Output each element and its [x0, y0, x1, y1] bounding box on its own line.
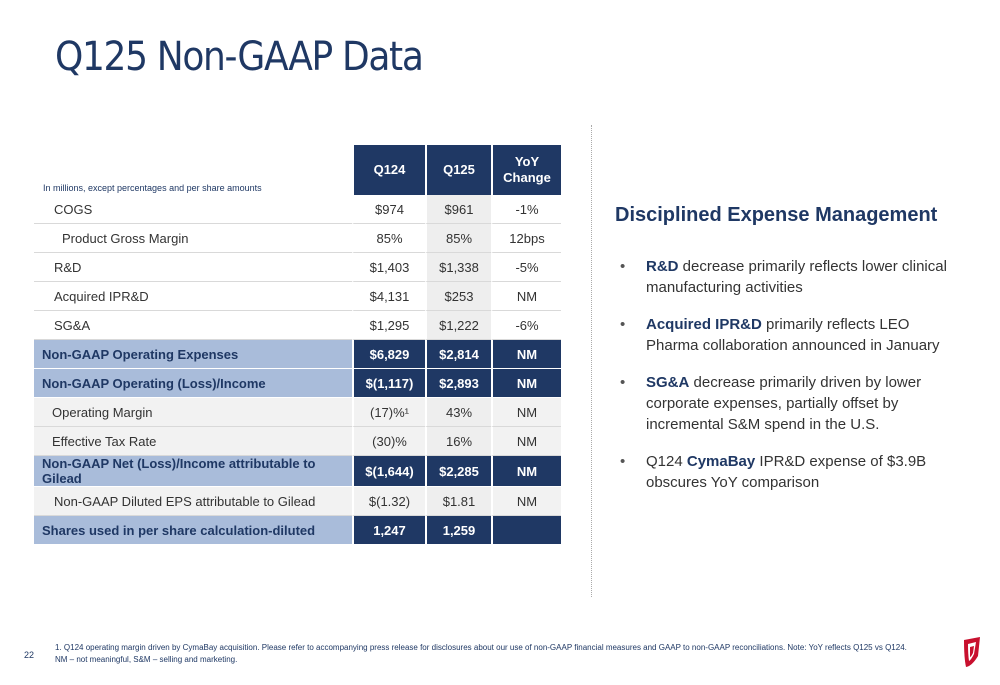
cell-q124: 1,247 [352, 516, 425, 545]
cell-q124: $6,829 [352, 340, 425, 369]
table-row-highlight: Non-GAAP Operating Expenses $6,829 $2,81… [34, 340, 561, 369]
footnote: 1. Q124 operating margin driven by CymaB… [55, 642, 955, 666]
header-q125: Q125 [425, 145, 491, 195]
table-row: SG&A $1,295 $1,222 -6% [34, 311, 561, 340]
header-yoy: YoY Change [491, 145, 561, 195]
row-label: Operating Margin [34, 398, 352, 427]
bullet-bold: CymaBay [686, 453, 756, 470]
bullet-text: decrease primarily driven by lower corpo… [646, 374, 922, 433]
cell-yoy: NM [491, 340, 561, 369]
bullet-icon: • [620, 374, 626, 391]
non-gaap-table: Q124 Q125 YoY Change COGS $974 $961 -1% … [34, 145, 561, 545]
bullet-icon: • [620, 316, 626, 333]
row-label: Effective Tax Rate [34, 427, 352, 456]
page-title: Q125 Non-GAAP Data [55, 34, 424, 80]
cell-q125: $1.81 [425, 487, 491, 516]
cell-q124: (17)%¹ [352, 398, 425, 427]
bullet-bold: R&D [646, 258, 679, 275]
cell-q124: $(1,117) [352, 369, 425, 398]
commentary-heading: Disciplined Expense Management [615, 204, 938, 226]
list-item: • R&D decrease primarily reflects lower … [620, 256, 965, 298]
cell-yoy: NM [491, 487, 561, 516]
bullet-bold: SG&A [646, 374, 690, 391]
bullet-text: primarily reflects LEO Pharma collaborat… [646, 316, 940, 354]
cell-yoy: NM [491, 282, 561, 311]
cell-q124: $(1,644) [352, 456, 425, 487]
bullet-icon: • [620, 453, 626, 470]
cell-q124: 85% [352, 224, 425, 253]
header-q124: Q124 [352, 145, 425, 195]
bullet-icon: • [620, 258, 626, 275]
cell-q124: $974 [352, 195, 425, 224]
cell-q125: $1,222 [425, 311, 491, 340]
cell-yoy [491, 516, 561, 545]
cell-q124: $1,295 [352, 311, 425, 340]
page-number: 22 [24, 650, 35, 660]
bullet-text: decrease primarily reflects lower clinic… [646, 258, 947, 296]
row-label: Product Gross Margin [34, 224, 352, 253]
gilead-logo-icon [964, 637, 980, 667]
cell-yoy: -1% [491, 195, 561, 224]
cell-yoy: NM [491, 456, 561, 487]
header-blank [34, 145, 352, 195]
cell-yoy: NM [491, 369, 561, 398]
cell-yoy: NM [491, 398, 561, 427]
bullet-pre: Q124 [646, 453, 687, 470]
row-label: R&D [34, 253, 352, 282]
table-row: Non-GAAP Diluted EPS attributable to Gil… [34, 487, 561, 516]
table-row: Operating Margin (17)%¹ 43% NM [34, 398, 561, 427]
cell-yoy: NM [491, 427, 561, 456]
list-item: • Q124 CymaBay IPR&D expense of $3.9B ob… [620, 451, 965, 493]
row-label: Shares used in per share calculation-dil… [34, 516, 352, 545]
vertical-divider [591, 125, 592, 597]
units-note: In millions, except percentages and per … [43, 183, 262, 193]
row-label: Non-GAAP Diluted EPS attributable to Gil… [34, 487, 352, 516]
cell-q125: $961 [425, 195, 491, 224]
cell-q125: $2,814 [425, 340, 491, 369]
row-label: Non-GAAP Operating (Loss)/Income [34, 369, 352, 398]
table-row: Effective Tax Rate (30)% 16% NM [34, 427, 561, 456]
table-header-row: Q124 Q125 YoY Change [34, 145, 561, 195]
cell-q124: $(1.32) [352, 487, 425, 516]
table-row-highlight: Non-GAAP Net (Loss)/Income attributable … [34, 456, 561, 487]
cell-q125: $1,338 [425, 253, 491, 282]
list-item: • SG&A decrease primarily driven by lowe… [620, 372, 965, 435]
list-item: • Acquired IPR&D primarily reflects LEO … [620, 314, 965, 356]
cell-yoy: -5% [491, 253, 561, 282]
footnote-line-2: NM – not meaningful, S&M – selling and m… [55, 655, 238, 664]
bullet-bold: Acquired IPR&D [646, 316, 762, 333]
cell-q125: $2,893 [425, 369, 491, 398]
table-row: COGS $974 $961 -1% [34, 195, 561, 224]
cell-q125: 43% [425, 398, 491, 427]
cell-q124: (30)% [352, 427, 425, 456]
header-yoy-text: YoY Change [503, 154, 551, 185]
bullet-text: IPR&D expense of $3.9B obscures YoY comp… [646, 453, 927, 491]
cell-q125: $2,285 [425, 456, 491, 487]
footnote-line-1: 1. Q124 operating margin driven by CymaB… [55, 643, 907, 652]
row-label: SG&A [34, 311, 352, 340]
table-row: R&D $1,403 $1,338 -5% [34, 253, 561, 282]
table-row: Acquired IPR&D $4,131 $253 NM [34, 282, 561, 311]
cell-q124: $4,131 [352, 282, 425, 311]
row-label: Non-GAAP Operating Expenses [34, 340, 352, 369]
row-label: COGS [34, 195, 352, 224]
cell-q125: 85% [425, 224, 491, 253]
cell-q125: 16% [425, 427, 491, 456]
row-label: Non-GAAP Net (Loss)/Income attributable … [34, 456, 352, 487]
row-label: Acquired IPR&D [34, 282, 352, 311]
table-row-highlight: Non-GAAP Operating (Loss)/Income $(1,117… [34, 369, 561, 398]
table-row: Product Gross Margin 85% 85% 12bps [34, 224, 561, 253]
cell-q124: $1,403 [352, 253, 425, 282]
table-row-highlight: Shares used in per share calculation-dil… [34, 516, 561, 545]
cell-q125: $253 [425, 282, 491, 311]
commentary-bullets: • R&D decrease primarily reflects lower … [620, 256, 965, 509]
cell-q125: 1,259 [425, 516, 491, 545]
cell-yoy: 12bps [491, 224, 561, 253]
cell-yoy: -6% [491, 311, 561, 340]
